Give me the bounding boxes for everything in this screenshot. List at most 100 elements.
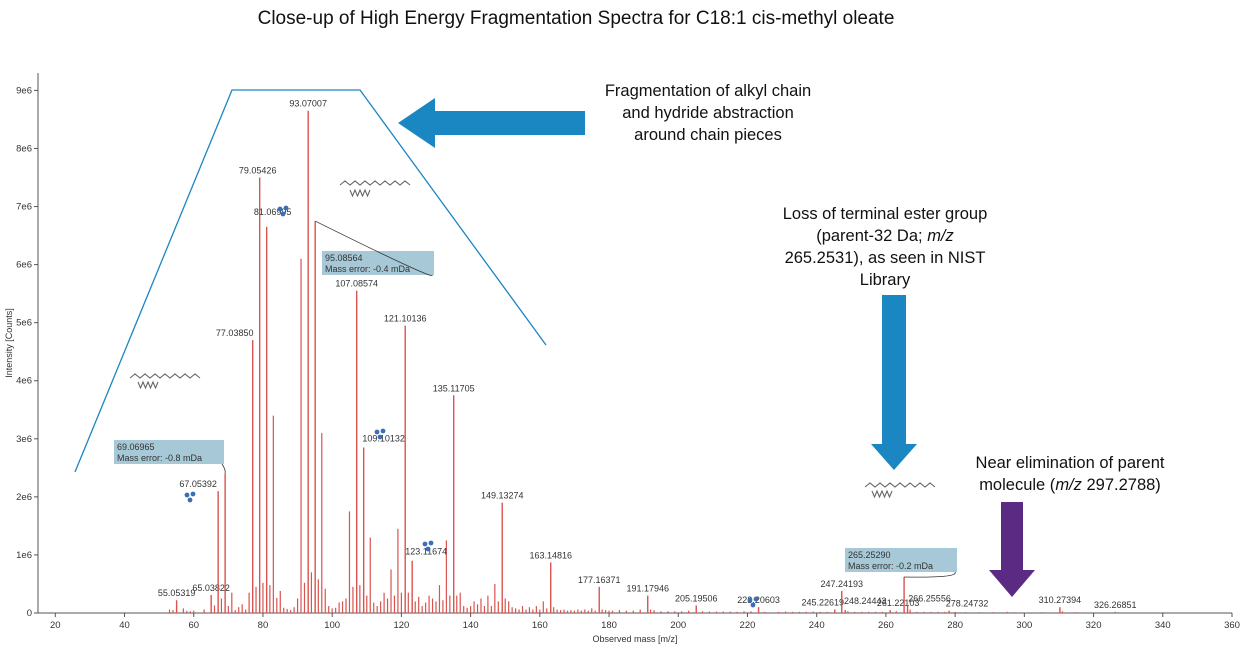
highlight-region-outline <box>74 89 547 473</box>
parent-arrow <box>989 502 1035 597</box>
x-tick-label: 20 <box>50 620 61 631</box>
label-leader <box>314 220 433 276</box>
structure-atom <box>187 497 193 503</box>
peak-label: 93.07007 <box>289 99 327 109</box>
alkyl-line-2: and hydride abstraction <box>622 104 794 122</box>
structure-atom <box>374 429 380 435</box>
mass-error-box <box>322 251 434 275</box>
x-tick-label: 320 <box>1086 620 1102 631</box>
structure-atom <box>280 211 286 217</box>
y-tick-label: 0 <box>27 608 32 619</box>
y-tick-label: 7e6 <box>16 202 32 213</box>
y-tick-label: 9e6 <box>16 85 32 96</box>
mass-error-label: Mass error: -0.8 mDa <box>117 453 202 463</box>
alkyl-line-3: around chain pieces <box>634 126 782 144</box>
y-tick-label: 8e6 <box>16 143 32 154</box>
peak-label: 107.08574 <box>335 279 378 289</box>
x-tick-label: 260 <box>878 620 894 631</box>
minor-peaks-layer <box>168 258 1077 613</box>
x-axis-label: Observed mass [m/z] <box>592 634 677 644</box>
y-tick-label: 2e6 <box>16 492 32 503</box>
peak-label: 266.25556 <box>908 593 951 603</box>
peak-label: 205.19506 <box>675 593 718 603</box>
alkyl-arrow <box>398 98 585 148</box>
alkyl-chain-annotation: Fragmentation of alkyl chain and hydride… <box>568 80 848 146</box>
x-tick-label: 180 <box>601 620 617 631</box>
x-tick-label: 160 <box>532 620 548 631</box>
fragment-structure-icon <box>422 540 434 552</box>
x-tick-label: 340 <box>1155 620 1171 631</box>
peak-label: 67.05392 <box>179 479 217 489</box>
peak-label: 261.22103 <box>877 598 920 608</box>
structure-atom <box>750 602 756 608</box>
ester-line-1: Loss of terminal ester group <box>782 205 988 223</box>
structure-atom <box>277 206 283 212</box>
peak-label: 69.06965 <box>117 442 155 452</box>
x-tick-label: 300 <box>1016 620 1032 631</box>
y-tick-label: 3e6 <box>16 434 32 445</box>
peak-label: 247.24193 <box>820 579 863 589</box>
molecule-sketch <box>864 482 936 488</box>
molecule-sketch <box>137 380 159 390</box>
chart-title: Close-up of High Energy Fragmentation Sp… <box>257 8 895 29</box>
peak-label: 310.27394 <box>1039 595 1082 605</box>
structure-atom <box>747 597 753 603</box>
label-leader <box>904 571 956 578</box>
peak-label: 245.22619 <box>802 598 845 608</box>
peak-label: 177.16371 <box>578 575 621 585</box>
structure-atom <box>184 492 190 498</box>
peak-label: 55.05319 <box>158 588 196 598</box>
x-tick-label: 80 <box>258 620 269 631</box>
mass-error-label: Mass error: -0.2 mDa <box>848 561 933 571</box>
peak-label: 248.24443 <box>844 596 887 606</box>
peak-label: 123.11674 <box>405 547 447 557</box>
structure-atom <box>422 541 428 547</box>
molecule-sketch <box>339 180 411 186</box>
peak-label: 135.11705 <box>433 383 475 393</box>
overlay-layer <box>74 89 1035 608</box>
structure-atom <box>377 434 383 440</box>
x-tick-label: 140 <box>463 620 479 631</box>
y-tick-label: 5e6 <box>16 318 32 329</box>
x-tick-label: 360 <box>1224 620 1240 631</box>
structure-atom <box>753 596 759 602</box>
ester-loss-annotation: Loss of terminal ester group (parent-32 … <box>735 203 1035 291</box>
structure-atom <box>380 428 386 434</box>
peak-label: 278.24732 <box>946 599 989 609</box>
peak-label: 109.10132 <box>362 434 405 444</box>
peak-label: 326.26851 <box>1094 600 1137 610</box>
x-tick-label: 240 <box>809 620 825 631</box>
structure-atom <box>283 205 289 211</box>
x-tick-label: 280 <box>947 620 963 631</box>
mass-error-box <box>845 548 957 572</box>
ester-line-2: (parent-32 Da; m/z <box>816 227 954 245</box>
peak-label: 163.14816 <box>529 550 572 560</box>
alkyl-line-1: Fragmentation of alkyl chain <box>604 82 812 100</box>
peak-label: 149.13274 <box>481 491 524 501</box>
ester-line-3: 265.2531), as seen in NIST <box>784 249 986 267</box>
structure-atom <box>425 546 431 552</box>
y-tick-label: 1e6 <box>16 550 32 561</box>
structure-atom <box>190 491 196 497</box>
peak-label: 77.03850 <box>216 328 254 338</box>
x-tick-label: 200 <box>670 620 686 631</box>
peak-label: 81.06995 <box>254 207 292 217</box>
y-tick-label: 4e6 <box>16 376 32 387</box>
x-tick-label: 120 <box>393 620 409 631</box>
parent-line-1: Near elimination of parent <box>975 454 1165 472</box>
mass-error-label: Mass error: -0.4 mDa <box>325 264 410 274</box>
parent-line-2: molecule (m/z 297.2788) <box>979 476 1161 494</box>
parent-elimination-annotation: Near elimination of parent molecule (m/z… <box>920 452 1220 496</box>
mass-error-box <box>114 440 224 464</box>
fragment-structure-icon <box>184 491 196 503</box>
fragment-structure-icon <box>374 428 386 440</box>
peak-label: 191.17946 <box>626 584 669 594</box>
structure-atom <box>428 540 434 546</box>
ester-line-4: Library <box>859 271 911 289</box>
x-tick-label: 220 <box>740 620 756 631</box>
y-axis-label: Intensity [Counts] <box>4 308 14 378</box>
label-leader <box>221 463 226 474</box>
peak-label: 95.08564 <box>325 253 363 263</box>
molecule-sketch <box>349 188 371 198</box>
